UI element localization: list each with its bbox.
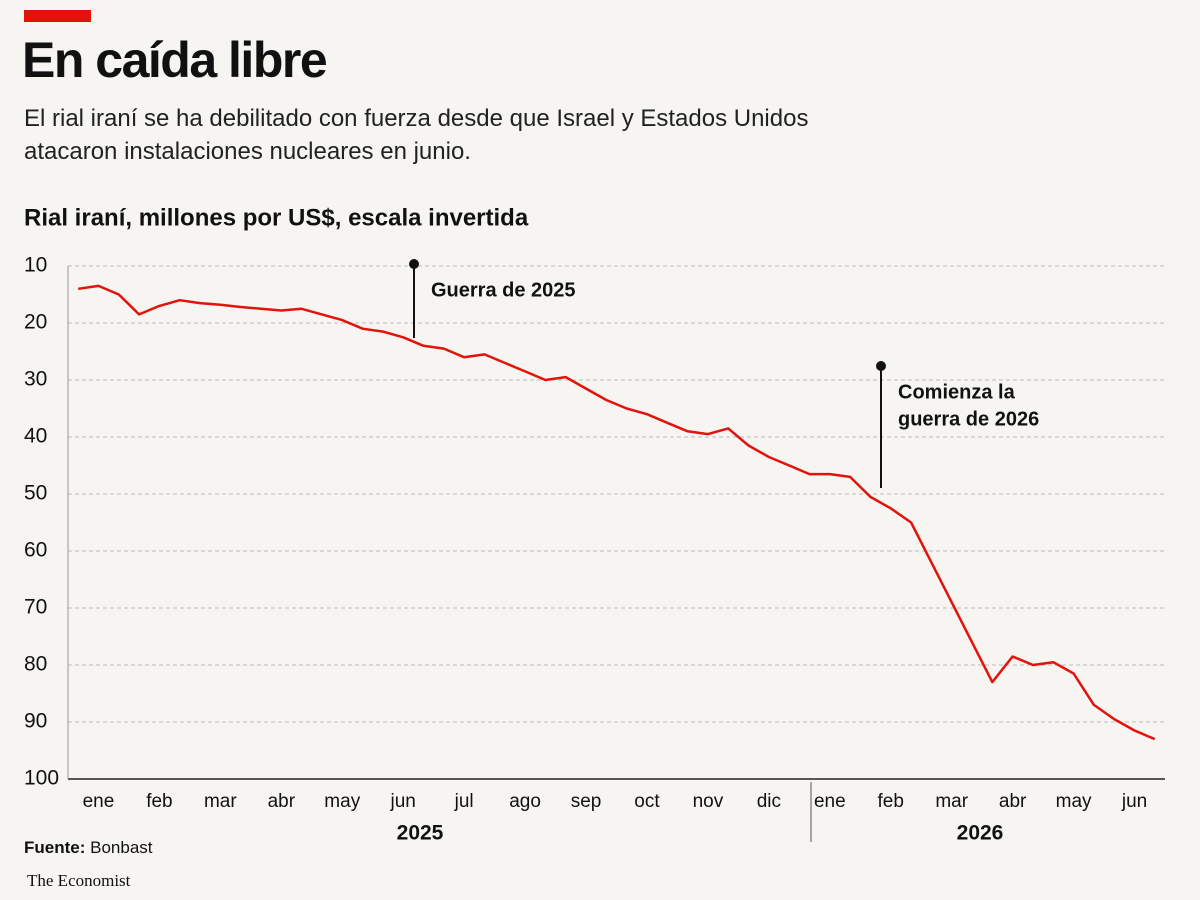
year-label: 2026 bbox=[957, 822, 1004, 845]
year-label: 2025 bbox=[397, 822, 444, 845]
annotation-text: Guerra de 2025 bbox=[431, 279, 576, 301]
x-tick-label: may bbox=[1056, 791, 1092, 812]
y-axis-label: Rial iraní, millones por US$, escala inv… bbox=[24, 204, 529, 231]
x-tick-label: may bbox=[324, 791, 360, 812]
chart-subtitle: El rial iraní se ha debilitado con fuerz… bbox=[24, 105, 809, 165]
y-tick-label: 10 bbox=[24, 254, 47, 277]
x-tick-label: feb bbox=[146, 791, 172, 812]
y-tick-label: 20 bbox=[24, 311, 47, 334]
x-tick-label: nov bbox=[693, 791, 724, 812]
x-tick-label: mar bbox=[204, 791, 237, 812]
publisher: The Economist bbox=[27, 871, 131, 890]
y-tick-label: 80 bbox=[24, 653, 47, 676]
x-tick-label: abr bbox=[999, 791, 1027, 812]
y-tick-label: 30 bbox=[24, 368, 47, 391]
annotation-dot bbox=[409, 259, 419, 269]
y-tick-label: 60 bbox=[24, 539, 47, 562]
source: Fuente: Bonbast bbox=[24, 838, 153, 857]
y-tick-label: 90 bbox=[24, 710, 47, 733]
x-tick-label: mar bbox=[935, 791, 968, 812]
y-tick-label: 100 bbox=[24, 767, 59, 790]
x-tick-label: ene bbox=[83, 791, 115, 812]
annotation-text: guerra de 2026 bbox=[898, 408, 1039, 430]
x-tick-label: jun bbox=[1121, 791, 1147, 812]
x-tick-label: jun bbox=[390, 791, 416, 812]
x-tick-label: jul bbox=[454, 791, 474, 812]
x-tick-label: dic bbox=[757, 791, 781, 812]
brand-bar bbox=[24, 10, 91, 22]
x-tick-label: ene bbox=[814, 791, 846, 812]
chart-title: En caída libre bbox=[22, 32, 327, 88]
series-line bbox=[78, 284, 1156, 741]
annotation-text: Comienza la bbox=[898, 381, 1016, 403]
y-tick-label: 40 bbox=[24, 425, 47, 448]
source-name: Bonbast bbox=[90, 838, 153, 857]
x-tick-label: oct bbox=[634, 791, 660, 812]
x-tick-label: feb bbox=[878, 791, 904, 812]
source-label: Fuente: bbox=[24, 838, 85, 857]
x-tick-label: abr bbox=[268, 791, 296, 812]
y-tick-label: 70 bbox=[24, 596, 47, 619]
x-tick-label: ago bbox=[509, 791, 541, 812]
y-tick-label: 50 bbox=[24, 482, 47, 505]
x-tick-label: sep bbox=[571, 791, 602, 812]
annotation-dot bbox=[876, 361, 886, 371]
subtitle-box: El rial iraní se ha debilitado con fuerz… bbox=[24, 105, 809, 165]
